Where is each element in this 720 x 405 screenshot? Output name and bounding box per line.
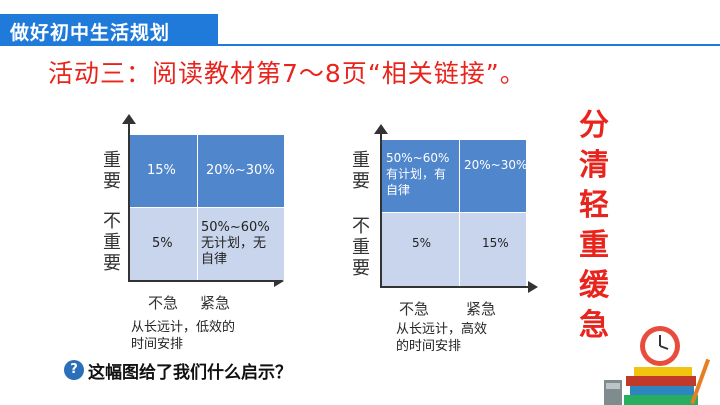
right-x-label-urgent: 紧急 xyxy=(466,300,497,318)
left-cell-unimportant-notUrgent: 5% xyxy=(130,207,198,280)
left-y-arrow-icon xyxy=(122,114,136,124)
left-y-axis xyxy=(128,120,130,282)
activity-title: 活动三：阅读教材第7～8页“相关链接”。 xyxy=(48,59,526,88)
books-clock-decoration-icon xyxy=(604,326,711,405)
left-cell-important-notUrgent: 15% xyxy=(130,135,198,207)
right-cell-unimportant-urgent: 15% xyxy=(460,212,526,286)
side-title-char: 急 xyxy=(579,308,609,343)
side-title: 分 清 轻 重 缓 急 xyxy=(574,106,614,346)
side-title-char: 缓 xyxy=(579,268,609,303)
question-text: 这幅图给了我们什么启示？ xyxy=(88,363,292,383)
left-cell-important-urgent: 20%~30% xyxy=(198,135,284,207)
side-title-char: 轻 xyxy=(579,188,609,223)
right-y-label-important: 重要 xyxy=(352,150,370,192)
header-rule xyxy=(218,44,720,46)
left-x-label-notUrgent: 不急 xyxy=(148,294,179,312)
right-x-axis xyxy=(380,286,532,288)
right-y-arrow-icon xyxy=(374,124,388,134)
header-title: 做好初中生活规划 xyxy=(10,22,171,44)
right-cell-important-urgent: 20%~30% xyxy=(460,140,527,212)
left-cell-unimportant-urgent: 50%~60% 无计划，无 自律 xyxy=(198,207,284,280)
question-circle-icon: ? xyxy=(64,360,84,380)
left-x-label-urgent: 紧急 xyxy=(200,294,231,312)
right-x-label-notUrgent: 不急 xyxy=(399,300,430,318)
header-tag: 做好初中生活规划 xyxy=(0,14,218,46)
left-x-axis xyxy=(128,280,278,282)
right-y-label-unimportant: 不重要 xyxy=(352,216,370,279)
right-y-axis xyxy=(380,130,382,288)
left-caption: 从长远计，低效的 时间安排 xyxy=(131,320,236,352)
left-y-label-unimportant: 不重要 xyxy=(103,211,121,274)
side-title-char: 分 xyxy=(579,108,609,143)
right-cell-unimportant-notUrgent: 5% xyxy=(382,212,460,286)
side-title-char: 清 xyxy=(579,148,609,183)
side-title-char: 重 xyxy=(579,228,609,263)
right-caption: 从长远计，高效 的时间安排 xyxy=(396,322,488,354)
right-cell-important-notUrgent: 50%~60% 有计划，有 自律 xyxy=(382,140,460,212)
right-x-arrow-icon xyxy=(528,281,538,293)
left-y-label-important: 重要 xyxy=(103,150,121,192)
